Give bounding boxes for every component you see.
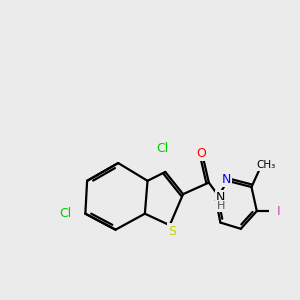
Text: N: N (216, 191, 225, 205)
Text: Cl: Cl (157, 142, 169, 155)
Text: I: I (277, 205, 280, 218)
Text: N: N (222, 173, 231, 186)
Text: S: S (168, 224, 176, 238)
Text: CH₃: CH₃ (256, 160, 276, 170)
Text: O: O (196, 147, 206, 160)
Text: H: H (217, 201, 225, 211)
Text: Cl: Cl (59, 207, 71, 220)
